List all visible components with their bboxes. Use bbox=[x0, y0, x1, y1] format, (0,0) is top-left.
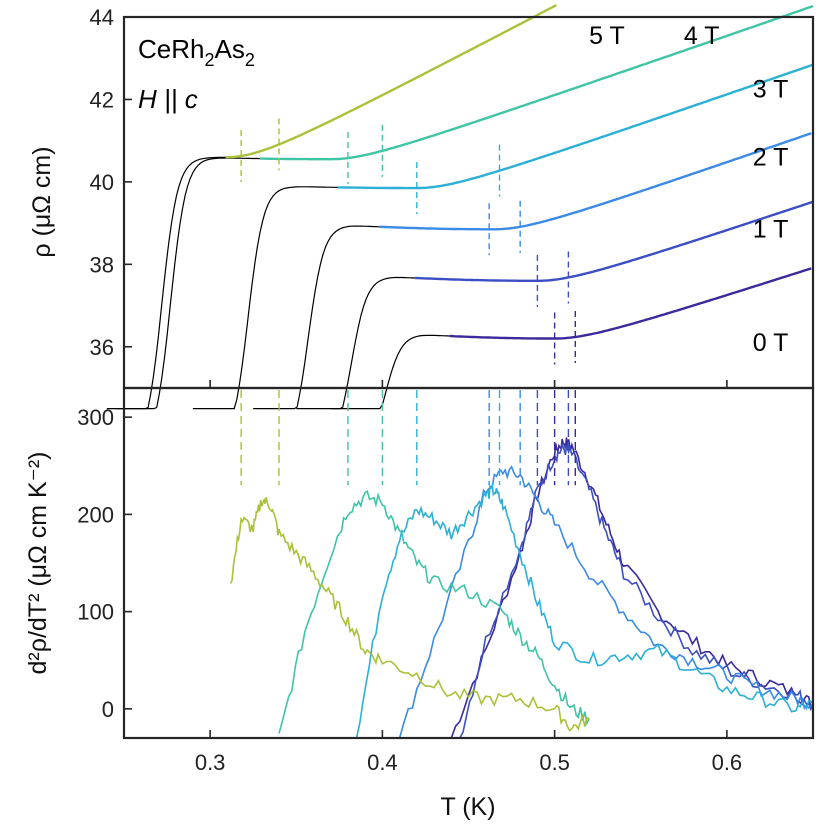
second-derivative-curve-5T bbox=[230, 497, 590, 732]
field-direction-label: H || c bbox=[138, 84, 198, 114]
second-derivative-y-tick-label: 300 bbox=[77, 405, 114, 430]
resistivity-y-tick-label: 42 bbox=[90, 87, 114, 112]
resistivity-y-tick-label: 36 bbox=[90, 335, 114, 360]
second-derivative-y-tick-label: 0 bbox=[102, 697, 114, 722]
field-label-5T: 5 T bbox=[589, 22, 625, 50]
second-derivative-curve-2T bbox=[398, 465, 814, 739]
field-label-0T: 0 T bbox=[753, 329, 789, 357]
resistivity-curve-1T bbox=[415, 200, 814, 282]
second-derivative-y-axis-label: d²ρ/dT² (μΩ cm K⁻²) bbox=[24, 452, 52, 675]
field-labels: 0 T 1 T 2 T 3 T 4 T 5 T bbox=[589, 22, 788, 357]
resistivity-curve-2T bbox=[379, 132, 812, 231]
second-derivative-y-tick-label: 100 bbox=[77, 600, 114, 625]
field-label-1T: 1 T bbox=[753, 216, 789, 244]
resistivity-curve-3T bbox=[337, 63, 814, 190]
resistivity-curve-low-T-0T bbox=[330, 334, 450, 410]
second-derivative-markers bbox=[240, 390, 576, 486]
resistivity-curve-low-T-4T bbox=[115, 157, 261, 410]
resistivity-curves bbox=[106, 4, 814, 410]
resistivity-panel: 36 38 40 42 44 0 T 1 T 2 T 3 T 4 T 5 T CeRh2As2 H… bbox=[28, 4, 815, 410]
resistivity-curve-low-T-3T bbox=[192, 186, 338, 410]
second-derivative-curve-3T bbox=[355, 482, 814, 739]
resistivity-minimum-markers bbox=[240, 118, 576, 365]
temperature-x-tick-label: 0.6 bbox=[712, 750, 743, 775]
temperature-x-tick-label: 0.5 bbox=[539, 750, 570, 775]
resistivity-curve-low-T-2T bbox=[253, 225, 380, 410]
resistivity-curve-low-T-5T bbox=[106, 156, 226, 410]
temperature-x-axis-label: T (K) bbox=[440, 793, 495, 821]
second-derivative-y-tick-label: 200 bbox=[77, 502, 114, 527]
resistivity-y-tick-label: 38 bbox=[90, 252, 114, 277]
resistivity-y-tick-label: 44 bbox=[90, 5, 114, 30]
field-label-3T: 3 T bbox=[753, 75, 789, 103]
temperature-x-tick-label: 0.3 bbox=[195, 750, 226, 775]
field-label-2T: 2 T bbox=[753, 143, 789, 171]
second-derivative-curve-1T bbox=[459, 443, 814, 739]
resistivity-y-axis-label: ρ (μΩ cm) bbox=[28, 146, 56, 257]
second-derivative-ticks: 0 100 200 300 0.3 0.4 0.5 0.6 bbox=[77, 405, 742, 775]
resistivity-curve-low-T-1T bbox=[296, 276, 416, 410]
resistivity-curve-5T bbox=[225, 4, 557, 159]
resistivity-y-ticks: 36 38 40 42 44 bbox=[90, 5, 728, 388]
resistivity-curve-4T bbox=[260, 4, 814, 161]
resistivity-frame bbox=[122, 15, 815, 390]
second-derivative-panel: 0 100 200 300 0.3 0.4 0.5 0.6 d²ρ/dT² (μΩ cm K⁻… bbox=[24, 386, 815, 821]
second-derivative-frame bbox=[122, 386, 815, 740]
temperature-x-tick-label: 0.4 bbox=[367, 750, 398, 775]
second-derivative-curves bbox=[230, 437, 814, 739]
resistivity-curve-0T bbox=[449, 267, 812, 340]
compound-label: CeRh2As2 bbox=[138, 34, 255, 70]
second-derivative-curve-4T bbox=[278, 490, 590, 734]
field-label-4T: 4 T bbox=[684, 22, 720, 50]
resistivity-y-tick-label: 40 bbox=[90, 170, 114, 195]
